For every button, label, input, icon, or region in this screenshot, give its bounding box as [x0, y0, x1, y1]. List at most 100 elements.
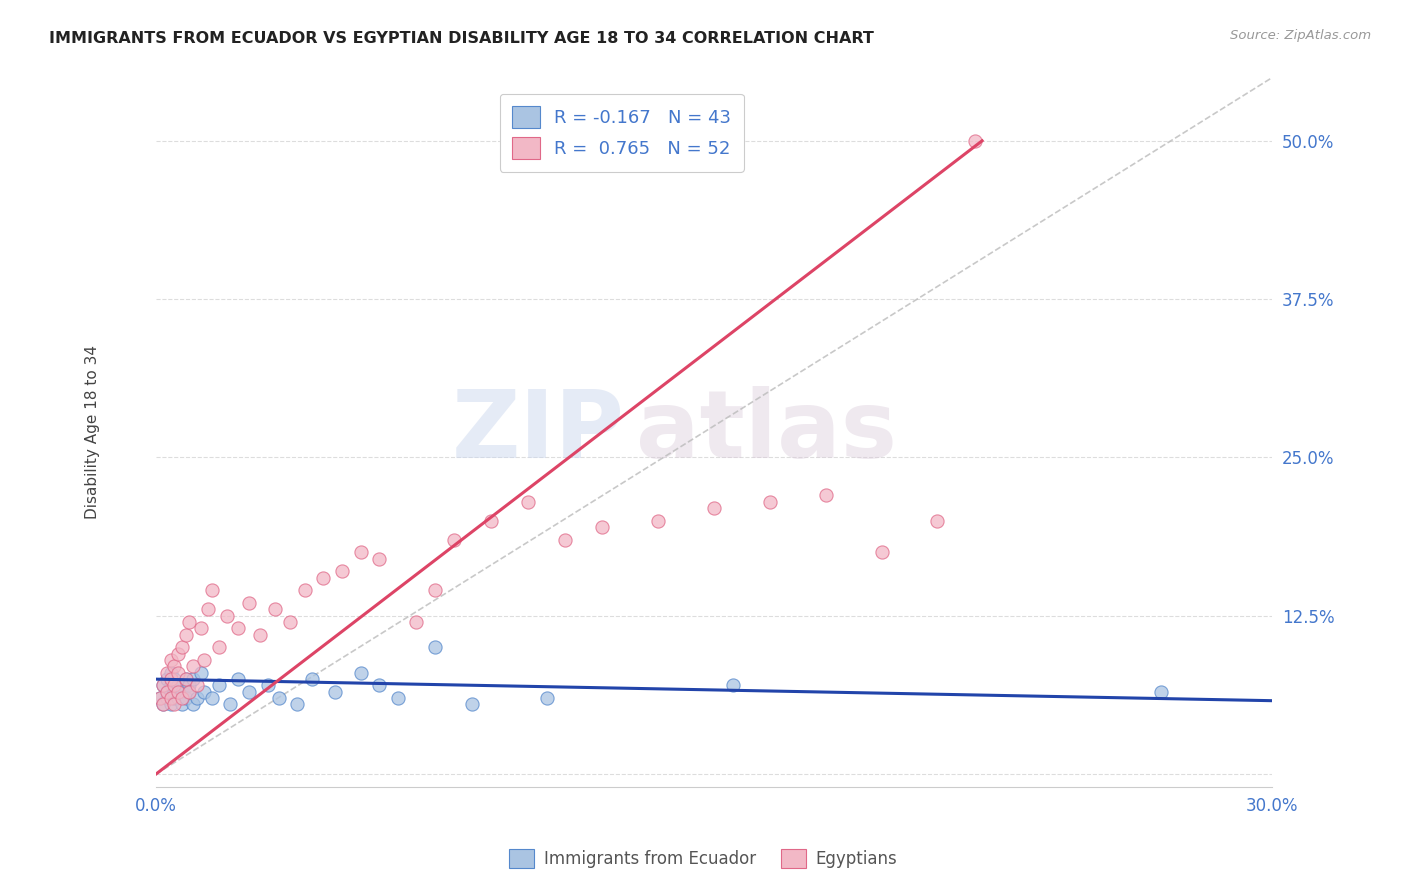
Point: [238, 596, 260, 610]
Point: [814, 488, 837, 502]
Point: [190, 622, 212, 636]
Point: [159, 672, 181, 686]
Point: [264, 602, 287, 616]
Point: [181, 672, 204, 686]
Point: [349, 545, 371, 559]
Point: [163, 672, 186, 686]
Point: [179, 615, 201, 629]
Point: [238, 685, 260, 699]
Point: [170, 640, 193, 655]
Point: [208, 640, 231, 655]
Point: [647, 514, 669, 528]
Point: [170, 698, 193, 712]
Point: [201, 583, 224, 598]
Point: [301, 672, 323, 686]
Point: [554, 533, 576, 547]
Point: [256, 678, 278, 692]
Point: [163, 678, 186, 692]
Point: [167, 647, 190, 661]
Point: [963, 134, 986, 148]
Point: [190, 665, 212, 680]
Point: [193, 685, 215, 699]
Legend: Immigrants from Ecuador, Egyptians: Immigrants from Ecuador, Egyptians: [502, 843, 904, 875]
Point: [349, 665, 371, 680]
Point: [156, 672, 179, 686]
Point: [163, 691, 186, 706]
Legend: R = -0.167   N = 43, R =  0.765   N = 52: R = -0.167 N = 43, R = 0.765 N = 52: [501, 94, 744, 172]
Point: [536, 691, 558, 706]
Point: [368, 551, 391, 566]
Point: [312, 571, 335, 585]
Point: [443, 533, 465, 547]
Point: [215, 608, 238, 623]
Point: [179, 678, 201, 692]
Point: [208, 678, 231, 692]
Point: [193, 653, 215, 667]
Point: [330, 565, 353, 579]
Point: [148, 691, 170, 706]
Point: [152, 678, 174, 692]
Point: [592, 520, 614, 534]
Point: [152, 698, 174, 712]
Point: [423, 640, 446, 655]
Point: [201, 691, 224, 706]
Point: [167, 691, 190, 706]
Point: [927, 514, 949, 528]
Point: [152, 678, 174, 692]
Point: [152, 698, 174, 712]
Point: [159, 691, 181, 706]
Point: [174, 628, 197, 642]
Point: [174, 691, 197, 706]
Point: [179, 685, 201, 699]
Point: [174, 672, 197, 686]
Point: [163, 659, 186, 673]
Point: [285, 698, 308, 712]
Point: [387, 691, 409, 706]
Point: [170, 685, 193, 699]
Point: [294, 583, 316, 598]
Point: [181, 698, 204, 712]
Y-axis label: Disability Age 18 to 34: Disability Age 18 to 34: [86, 345, 100, 519]
Point: [405, 615, 427, 629]
Point: [423, 583, 446, 598]
Point: [197, 602, 219, 616]
Point: [703, 501, 725, 516]
Point: [170, 691, 193, 706]
Point: [870, 545, 893, 559]
Point: [163, 698, 186, 712]
Text: IMMIGRANTS FROM ECUADOR VS EGYPTIAN DISABILITY AGE 18 TO 34 CORRELATION CHART: IMMIGRANTS FROM ECUADOR VS EGYPTIAN DISA…: [49, 31, 875, 46]
Point: [163, 685, 186, 699]
Point: [156, 665, 179, 680]
Point: [278, 615, 301, 629]
Point: [186, 678, 208, 692]
Point: [323, 685, 346, 699]
Point: [368, 678, 391, 692]
Point: [267, 691, 290, 706]
Point: [759, 495, 782, 509]
Point: [179, 685, 201, 699]
Point: [156, 685, 179, 699]
Point: [174, 672, 197, 686]
Point: [167, 678, 190, 692]
Text: ZIP: ZIP: [451, 386, 624, 478]
Point: [156, 685, 179, 699]
Point: [226, 622, 249, 636]
Point: [186, 691, 208, 706]
Point: [167, 665, 190, 680]
Text: atlas: atlas: [636, 386, 897, 478]
Point: [159, 653, 181, 667]
Point: [159, 678, 181, 692]
Point: [219, 698, 242, 712]
Point: [1150, 685, 1173, 699]
Point: [156, 691, 179, 706]
Point: [517, 495, 540, 509]
Point: [159, 698, 181, 712]
Point: [159, 665, 181, 680]
Point: [167, 685, 190, 699]
Point: [461, 698, 484, 712]
Point: [249, 628, 271, 642]
Text: Source: ZipAtlas.com: Source: ZipAtlas.com: [1230, 29, 1371, 42]
Point: [148, 691, 170, 706]
Point: [479, 514, 502, 528]
Point: [721, 678, 744, 692]
